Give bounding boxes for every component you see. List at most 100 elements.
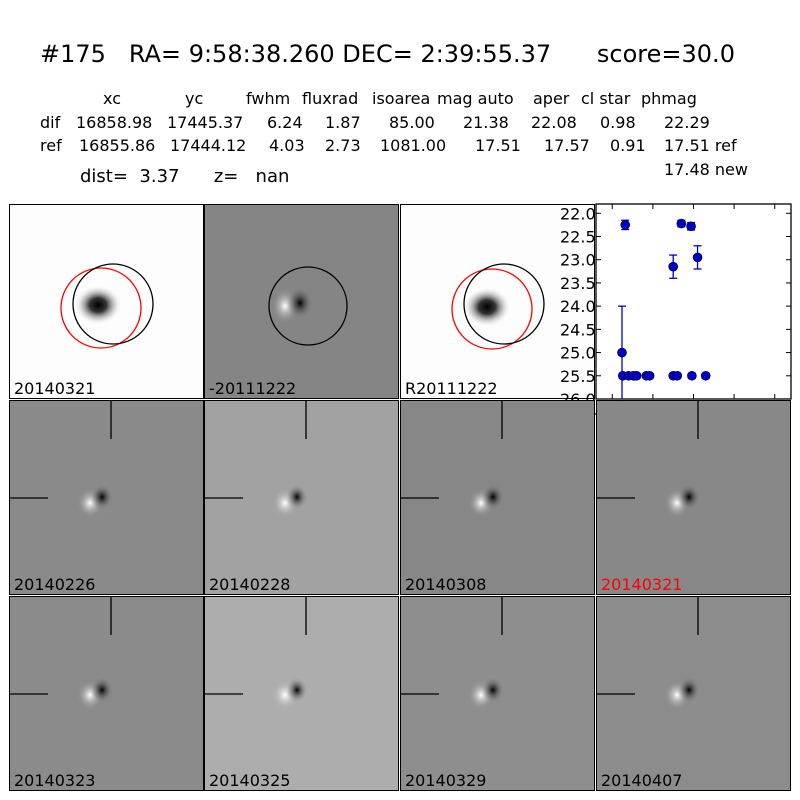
table-cell: 21.38 <box>463 113 509 132</box>
new-image-stamp <box>60 263 154 349</box>
stamp-image <box>597 401 700 518</box>
source-blob <box>463 287 511 327</box>
aperture-circle <box>463 263 545 345</box>
table-cell: 16855.86 <box>79 136 156 155</box>
col-header: phmag <box>641 89 697 108</box>
stamp-panel: 20140323 <box>9 596 204 791</box>
panel-label: 20140321 <box>14 379 96 398</box>
table-cell: 22.29 <box>664 113 710 132</box>
table-cell: 17445.37 <box>167 113 244 132</box>
data-point <box>631 370 642 381</box>
dist-line: dist= 3.37 z= nan <box>80 166 289 187</box>
stamp-date-label: 20140329 <box>405 771 487 790</box>
row-label: ref <box>40 136 62 155</box>
stamp-date-label: 20140407 <box>601 771 683 790</box>
ref-circle <box>60 267 142 349</box>
ra-label: RA= <box>128 40 182 68</box>
table-cell: 22.08 <box>531 113 577 132</box>
stamp-image <box>597 597 700 710</box>
stamp-panel: 20140226 <box>9 400 204 595</box>
stamp-date-label: 20140308 <box>405 575 487 594</box>
col-header: isoarea <box>372 89 431 108</box>
data-point <box>676 218 687 229</box>
data-point <box>686 221 696 232</box>
source-blob <box>74 285 122 325</box>
table-cell: 85.00 <box>389 113 435 132</box>
data-point <box>668 261 678 272</box>
panel-ref-image: R20111222 <box>400 204 595 399</box>
stamp-date-label: 20140228 <box>209 575 291 594</box>
table-cell: 6.24 <box>267 113 303 132</box>
stamp-image <box>205 401 308 518</box>
panel-label: R20111222 <box>405 379 498 398</box>
col-header: yc <box>185 89 204 108</box>
table-cell: 17.57 <box>544 136 590 155</box>
residual-negative <box>286 484 308 510</box>
stamp-panel: 20140325 <box>204 596 399 791</box>
data-point <box>617 347 627 358</box>
table-cell: 17.51 <box>475 136 521 155</box>
aperture-circle <box>72 263 154 345</box>
y-tick-label: 24.5 <box>560 320 596 339</box>
col-header: cl star <box>581 89 631 108</box>
stamp-date-label: 20140325 <box>209 771 291 790</box>
data-point <box>672 370 683 381</box>
y-tick-label: 23.5 <box>560 274 596 293</box>
header-title: #175 RA= 9:58:38.260 DEC= 2:39:55.37 sco… <box>40 40 735 68</box>
residual-negative <box>287 287 313 319</box>
residual-negative <box>482 677 504 703</box>
ref-circle <box>451 268 533 350</box>
table-cell: 17444.12 <box>170 136 247 155</box>
stamp-image <box>10 401 113 518</box>
table-cell: 0.91 <box>610 136 646 155</box>
table-cell: 1.87 <box>325 113 361 132</box>
table-cell: 1081.00 <box>380 136 447 155</box>
col-header: mag auto <box>437 89 514 108</box>
residual-negative <box>482 484 504 510</box>
diff-image-stamp <box>268 266 348 346</box>
data-point <box>692 252 703 263</box>
y-tick-label: 23.0 <box>560 251 596 270</box>
y-tick-label: 24.0 <box>560 297 596 316</box>
z-label: z= <box>213 166 239 187</box>
col-header: fwhm <box>246 89 291 108</box>
residual-negative <box>91 484 113 510</box>
table-cell: 16858.98 <box>76 113 153 132</box>
data-point <box>644 370 655 381</box>
table-cell: 0.98 <box>600 113 636 132</box>
y-tick-label: 25.0 <box>560 344 596 363</box>
dec-label: DEC= <box>342 40 413 68</box>
ref-image-stamp <box>451 263 545 350</box>
y-tick-label: 25.5 <box>560 367 596 386</box>
row-label: dif <box>40 113 61 132</box>
aperture-circle <box>268 266 348 346</box>
candidate-id: #175 <box>40 40 106 68</box>
stamp-date-label: 20140321 <box>601 575 683 594</box>
dec-value: 2:39:55.37 <box>420 40 552 68</box>
residual-negative <box>286 677 308 703</box>
score-value: score=30.0 <box>596 40 735 68</box>
stamp-panel: 20140407 <box>596 596 791 791</box>
stamp-panel: 20140228 <box>204 400 399 595</box>
panel-label: -20111222 <box>209 379 297 398</box>
residual-negative <box>678 484 700 510</box>
panel-diff-image: -20111222 <box>204 204 399 399</box>
new-mag: 17.48 new <box>664 160 748 179</box>
residual-negative <box>91 677 113 703</box>
stamp-panel: 20140329 <box>400 596 595 791</box>
stamp-image <box>205 597 308 710</box>
table-cell: 2.73 <box>325 136 361 155</box>
col-header: xc <box>103 89 121 108</box>
dist-value: 3.37 <box>139 166 180 187</box>
z-value: nan <box>255 166 290 187</box>
stamp-date-label: 20140323 <box>14 771 96 790</box>
y-tick-label: 22.0 <box>560 204 596 223</box>
dist-label: dist= <box>80 166 128 187</box>
data-point <box>687 370 697 381</box>
data-point <box>700 370 711 381</box>
stamp-date-label: 20140226 <box>14 575 96 594</box>
table-cell: 17.51 ref <box>664 136 737 155</box>
col-header: fluxrad <box>302 89 359 108</box>
col-header: aper <box>533 89 570 108</box>
stamp-image <box>401 597 504 710</box>
